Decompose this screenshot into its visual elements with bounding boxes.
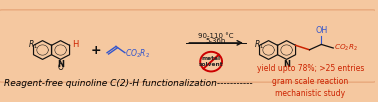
Text: N: N	[57, 60, 64, 69]
Text: yield upto 78%; >25 entries
gram scale reaction
mechanistic study: yield upto 78%; >25 entries gram scale r…	[257, 64, 364, 98]
Text: O: O	[57, 63, 64, 72]
Text: OH: OH	[315, 26, 327, 35]
Text: H: H	[73, 40, 79, 49]
Text: +: +	[91, 44, 101, 57]
Text: 90-110 °C: 90-110 °C	[198, 33, 234, 39]
Text: $CO_2R_2$: $CO_2R_2$	[334, 43, 358, 53]
Text: 5-36h: 5-36h	[206, 38, 226, 44]
Text: $R_1$: $R_1$	[28, 38, 38, 51]
Text: metal: metal	[201, 56, 221, 61]
FancyBboxPatch shape	[0, 10, 376, 82]
Text: Reagent-free quinoline C(2)-H functionalization-----------: Reagent-free quinoline C(2)-H functional…	[4, 79, 253, 88]
Text: N: N	[283, 60, 290, 69]
Text: $R_1$: $R_1$	[254, 38, 264, 51]
Text: solvent: solvent	[199, 62, 223, 67]
Text: $CO_2R_2$: $CO_2R_2$	[125, 47, 150, 60]
